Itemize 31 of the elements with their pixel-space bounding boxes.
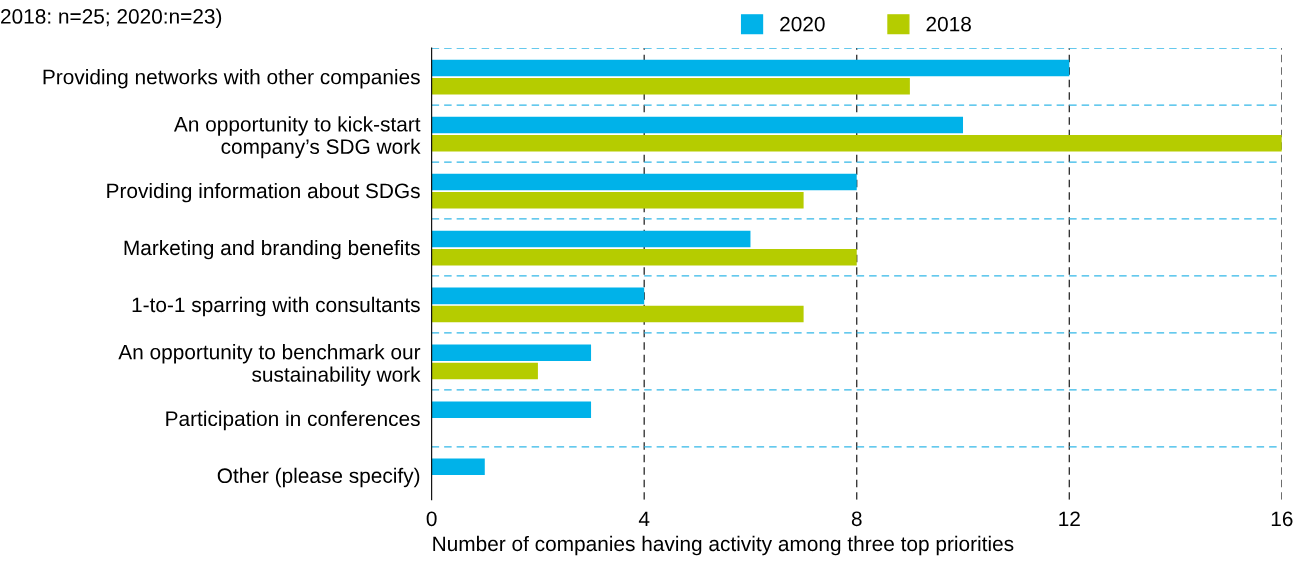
x-tick-label: 0 xyxy=(426,511,437,527)
y-tick-label: An opportunity to kick-start company’s SDG work xyxy=(173,116,421,159)
y-tick-label: Participation in conferences xyxy=(166,410,420,431)
bar xyxy=(431,116,964,134)
bar xyxy=(431,59,1070,77)
text: 2018: n=25; 2020:n=23) xyxy=(1,8,222,28)
x-tick-label: 16 xyxy=(1271,511,1293,527)
legend-label: 2018 xyxy=(926,16,971,32)
bar xyxy=(431,134,1282,152)
x-tick-label: 12 xyxy=(1059,511,1080,526)
x-tick-label: 4 xyxy=(638,511,650,526)
x-tick-label: 8 xyxy=(851,511,862,527)
y-tick-label: Other (please specify) xyxy=(217,467,420,488)
x-axis-title: Number of companies having activity among three top priorities xyxy=(433,535,1014,556)
bar xyxy=(431,401,592,419)
bar xyxy=(431,173,857,191)
bar xyxy=(431,344,592,362)
y-tick-label: Marketing and branding benefits xyxy=(124,239,420,260)
bar xyxy=(431,248,857,266)
bar xyxy=(431,191,804,209)
bar xyxy=(431,458,485,475)
y-tick-label: Providing information about SDGs xyxy=(107,182,420,203)
bar xyxy=(431,287,645,305)
y-tick-label: Providing networks with other companies xyxy=(43,69,420,89)
y-tick-label: 1-to-1 sparring with consultants xyxy=(132,296,420,317)
bar xyxy=(431,78,910,95)
legend-label: 2020 xyxy=(780,16,825,32)
bar xyxy=(431,362,538,380)
y-tick-label: An opportunity to benchmark our sustainability work xyxy=(118,344,421,386)
bar xyxy=(431,305,804,323)
bar xyxy=(431,230,751,248)
